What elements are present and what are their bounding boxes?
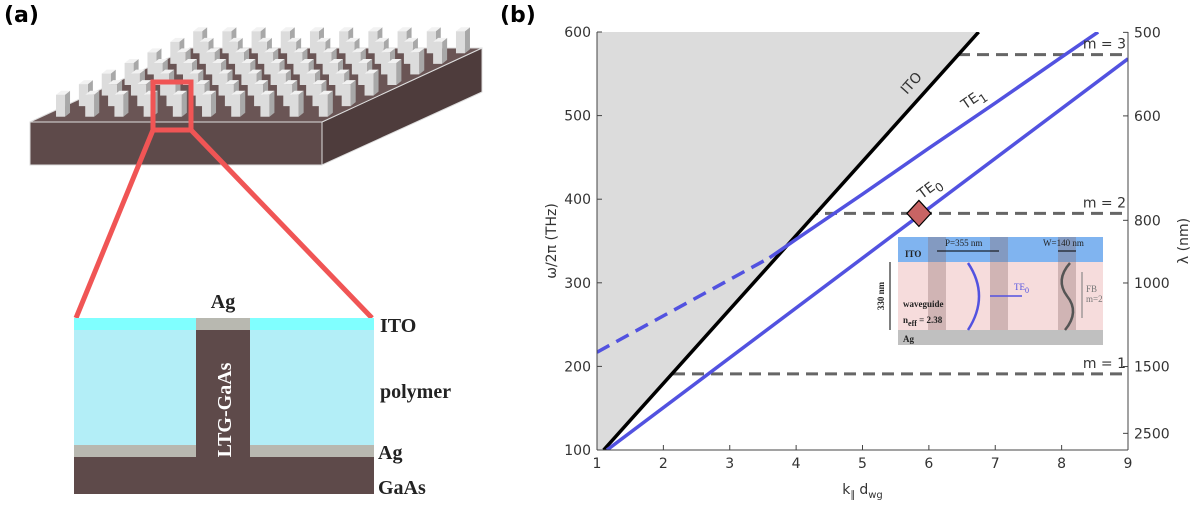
y2-tick-label: 1000	[1134, 276, 1170, 292]
layer-label: GaAs	[378, 477, 426, 499]
x-tick-label: 2	[659, 456, 668, 472]
inset-label: FB	[1086, 284, 1097, 294]
x-tick-label: 1	[593, 456, 602, 472]
pillar-side	[123, 91, 128, 117]
text-part: TE	[1014, 282, 1025, 292]
x-tick-label: 8	[1057, 456, 1066, 472]
inset-label: W=140 nm	[1043, 238, 1084, 248]
text-part: ∥	[850, 490, 855, 501]
x-tick-label: 5	[858, 456, 867, 472]
line-label: TE1	[958, 86, 991, 117]
pillar-front	[365, 74, 374, 96]
gaas-layer	[74, 457, 374, 494]
y2-tick-label: 500	[1134, 25, 1161, 41]
y2-tick-label: 800	[1134, 213, 1161, 229]
inset: ITO P=355 nm W=140 nm 330 nm waveguide n…	[876, 237, 1103, 345]
cap-label: Ag	[211, 291, 235, 313]
x-axis-label: k∥dwg	[842, 482, 883, 501]
x-tick-label: 9	[1124, 456, 1133, 472]
inset-label: P=355 nm	[945, 238, 982, 248]
text-part: d	[859, 482, 868, 498]
inset-label: m=2	[1086, 294, 1103, 304]
x-tick-label: 6	[924, 456, 933, 472]
pillar-side	[269, 91, 274, 117]
pillar-cap	[196, 318, 250, 330]
pillar-front	[342, 84, 351, 106]
inset-label: Ag	[903, 334, 914, 344]
panel-letter: (a)	[4, 3, 39, 28]
pillar-front	[290, 95, 299, 117]
inset-label: ITO	[905, 249, 921, 259]
pillar-front	[173, 95, 182, 117]
pillar-front	[85, 95, 94, 117]
y-tick-label: 100	[564, 443, 591, 459]
inset-label: waveguide	[903, 299, 944, 309]
pillar-front	[319, 95, 328, 117]
text-part: 0	[1025, 286, 1029, 295]
pillar-side	[65, 91, 70, 117]
mode-label: m = 2	[1083, 195, 1126, 211]
panel-a: (a) Ag LTG-GaAs ITO polymer Ag GaAs	[4, 3, 482, 499]
pillar-side	[396, 59, 401, 85]
pillar-side	[442, 38, 447, 64]
y2-axis-label: λ (nm)	[1176, 218, 1192, 264]
pillar-side	[182, 91, 187, 117]
pillar-front	[387, 63, 396, 85]
y-tick-label: 300	[564, 276, 591, 292]
text-part: wg	[868, 490, 883, 501]
figure: (a) Ag LTG-GaAs ITO polymer Ag GaAs (b) …	[0, 0, 1200, 508]
pillar-front	[114, 95, 123, 117]
layer-label: Ag	[378, 442, 402, 464]
pillar-front	[260, 95, 269, 117]
pillar-front	[456, 31, 465, 53]
y-tick-label: 500	[564, 109, 591, 125]
text-part: = 2.38	[917, 315, 943, 325]
inset-label: 330 nm	[876, 281, 886, 310]
pillar-side	[328, 91, 333, 117]
inset-ag	[898, 330, 1103, 345]
y-tick-label: 400	[564, 192, 591, 208]
pillar-front	[231, 95, 240, 117]
x-tick-label: 3	[725, 456, 734, 472]
pillar-side	[465, 27, 470, 53]
pillar-side	[94, 91, 99, 117]
pillar-front	[202, 95, 211, 117]
pillar-label: LTG-GaAs	[214, 362, 236, 457]
text-part: eff	[908, 319, 917, 328]
pillar-side	[419, 48, 424, 74]
pillar-front	[433, 42, 442, 64]
y-tick-label: 200	[564, 359, 591, 375]
pillar-side	[211, 91, 216, 117]
pillar-side	[299, 91, 304, 117]
pillar-front	[56, 95, 65, 117]
pillar-side	[240, 91, 245, 117]
mode-label: m = 3	[1083, 37, 1126, 53]
pillar-side	[351, 80, 356, 106]
panel-letter: (b)	[500, 3, 536, 28]
y-tick-label: 600	[564, 25, 591, 41]
mode-label: m = 1	[1083, 356, 1126, 372]
y2-tick-label: 1500	[1134, 360, 1170, 376]
layer-label: polymer	[380, 381, 451, 403]
pillar-front	[410, 52, 419, 74]
x-tick-label: 4	[792, 456, 801, 472]
y2-tick-label: 600	[1134, 109, 1161, 125]
x-tick-label: 7	[991, 456, 1000, 472]
y-axis-label: ω/2π (THz)	[544, 203, 560, 279]
y2-tick-label: 2500	[1134, 426, 1170, 442]
layer-label: ITO	[380, 315, 416, 337]
pillar-side	[374, 70, 379, 96]
